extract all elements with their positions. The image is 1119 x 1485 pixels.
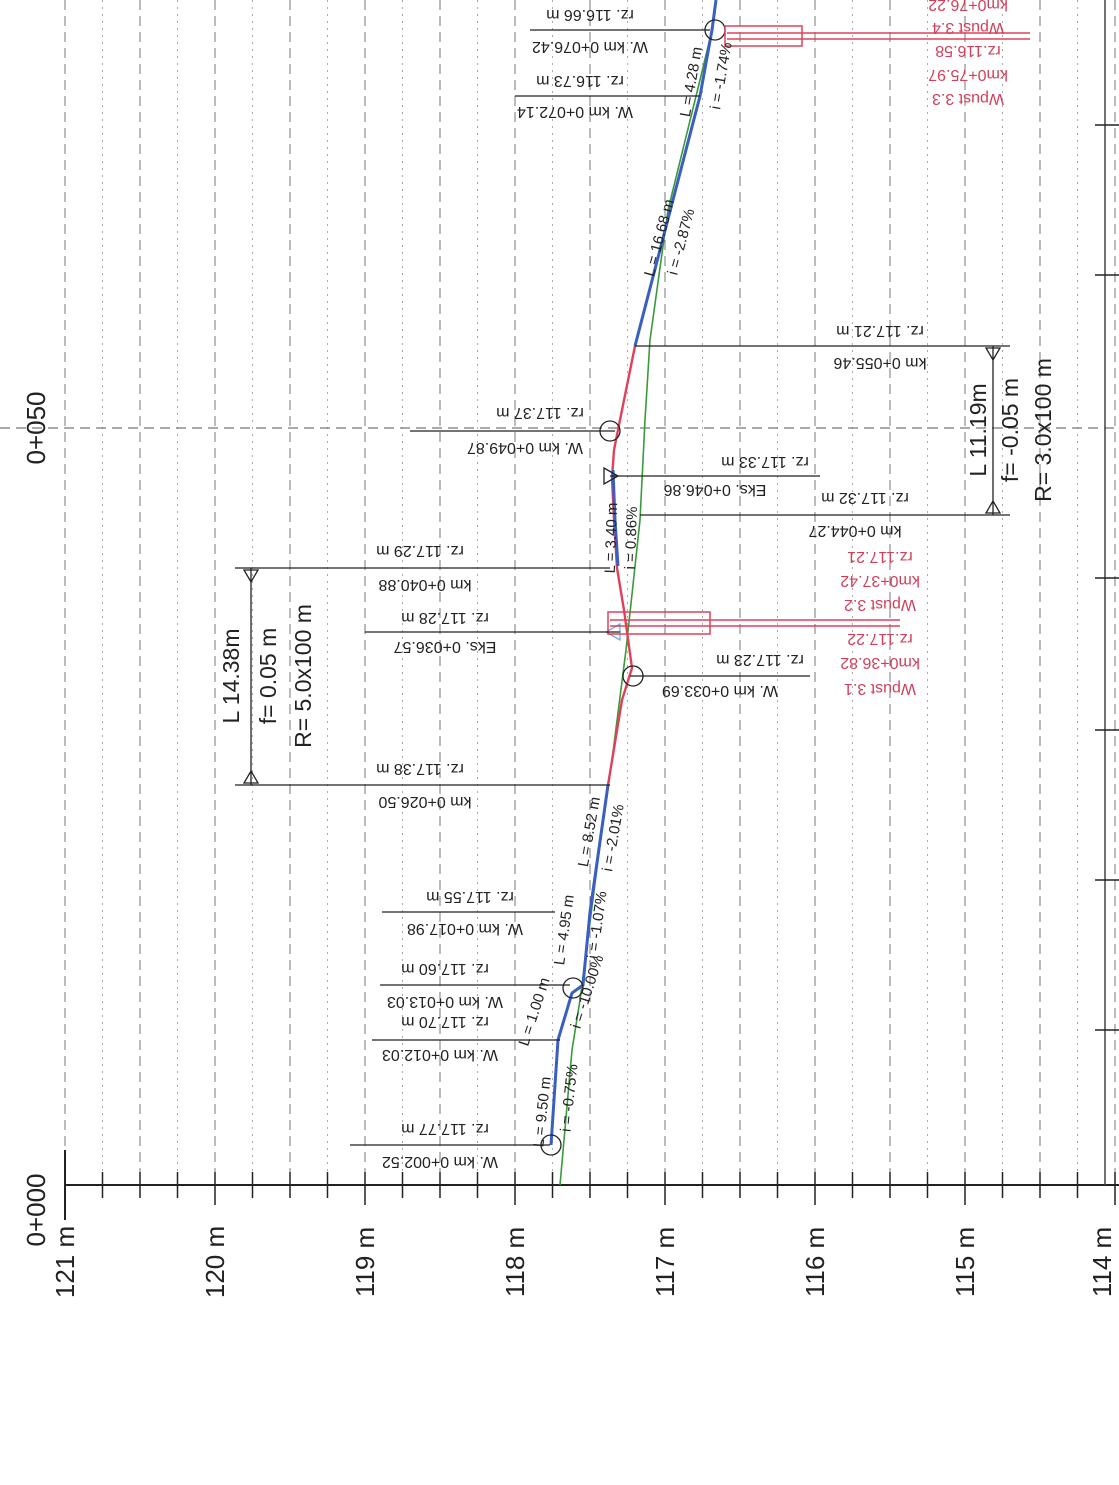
elevation-label: 114 m — [1087, 1227, 1117, 1297]
design-line — [549, 784, 610, 1146]
design-line — [633, 0, 718, 347]
chainage-label: 0+000 — [21, 1173, 51, 1246]
elevation-label: 119 m — [350, 1227, 380, 1297]
station-level: rz. 117.55 m — [426, 888, 514, 905]
inlet-name: Wpust 3.4 — [932, 19, 1004, 36]
station-chainage: W. km 0+033.69 — [662, 682, 778, 699]
station-level: rz. 117.23 m — [716, 651, 804, 668]
station-chainage: W. km 0+017.98 — [407, 920, 523, 937]
station-level: rz. 117.38 m — [376, 760, 464, 777]
elevation-label: 116 m — [800, 1227, 830, 1297]
elevation-label: 118 m — [500, 1227, 530, 1297]
design-line — [611, 469, 620, 567]
segment-length: L = 1.00 m — [515, 976, 553, 1049]
inlet-km: km0+36.82 — [840, 654, 920, 671]
segment-length: L = 4.95 m — [551, 894, 578, 966]
terrain-line — [559, 29, 713, 1186]
station-level: rz. 117.28 m — [401, 609, 489, 626]
station-level: rz. 117.60 m — [401, 960, 489, 977]
extremum-marker — [603, 466, 620, 486]
station-level: rz. 116.73 m — [536, 72, 624, 89]
segment-slope: i = -1.74% — [707, 41, 736, 111]
segment-slope: i = -1.07% — [584, 890, 610, 960]
inlet-km: km0+76.22 — [928, 0, 1008, 13]
elevation-label: 115 m — [950, 1227, 980, 1297]
station-level: rz. 117.77 m — [401, 1120, 489, 1137]
inlet-km: km0+37.42 — [840, 572, 920, 589]
station-level: rz. 116.66 m — [546, 6, 634, 23]
ticks — [64, 124, 1119, 1205]
curve-length: L 14.38m — [218, 628, 244, 723]
station-chainage: Eks. 0+036.57 — [394, 638, 497, 655]
inlet-name: Wpust 3.3 — [932, 90, 1004, 107]
elevation-label: 121 m — [50, 1226, 80, 1298]
station-chainage: km 0+044.27 — [808, 522, 901, 539]
curve-dimensions — [242, 346, 1002, 785]
station-chainage: W. km 0+002.52 — [382, 1153, 498, 1170]
grid — [64, 0, 1116, 1185]
elevation-label: 120 m — [200, 1226, 230, 1298]
station-level: rz. 117.37 m — [496, 404, 584, 421]
arrow — [242, 769, 260, 784]
inlet-name: Wpust 3.1 — [844, 680, 916, 697]
inlet-box — [724, 25, 803, 47]
station-chainage: W. km 0+072.14 — [517, 103, 633, 120]
inlet-name: Wpust 3.2 — [844, 596, 916, 613]
inlet-level: rz.116.58 — [935, 42, 1001, 59]
inlet-km: km0+75.97 — [928, 66, 1008, 83]
station-chainage: W. km 0+049.87 — [467, 439, 583, 456]
station-level: rz. 117.32 m — [821, 489, 909, 506]
station-chainage: Eks. 0+046.86 — [664, 481, 767, 498]
vertex — [562, 977, 584, 999]
segment-slope: i = -0.75% — [557, 1063, 581, 1132]
curve-length: L 11.19m — [965, 383, 991, 476]
inlet-box — [607, 611, 711, 635]
curve-f: f= 0.05 m — [255, 628, 281, 725]
segment-length: L = 8.52 m — [575, 796, 604, 869]
labels: 121 m 120 m 119 m 118 m 117 m 116 m 115 m 114 m… — [21, 0, 1117, 1298]
station-level: rz. 117.33 m — [721, 453, 809, 470]
arrow — [984, 347, 1002, 362]
station-chainage: W. km 0+013.03 — [387, 993, 503, 1010]
station-chainage: W. km 0+076.42 — [532, 38, 648, 55]
curve-f: f= -0.05 m — [997, 378, 1023, 482]
station-level: rz. 117.21 m — [836, 322, 924, 339]
curve-radius: R= 5.0x100 m — [290, 604, 316, 748]
elevation-label: 117 m — [650, 1227, 680, 1297]
inlet-symbols — [607, 25, 1030, 635]
chainage-label: 0+050 — [21, 391, 51, 464]
curve-radius: R= 3.0x100 m — [1030, 358, 1056, 502]
station-chainage: km 0+055.46 — [833, 354, 926, 371]
station-level: rz. 117.70 m — [401, 1013, 489, 1030]
segment-length: L = 3.40 m — [602, 502, 621, 573]
inlet-level: rz.117.22 — [847, 630, 913, 647]
arrow — [984, 499, 1002, 514]
station-chainage: km 0+040.88 — [378, 576, 471, 593]
segment-slope: i = 0.86% — [622, 506, 641, 570]
station-level: rz. 117.29 m — [376, 542, 464, 559]
inlet-level: rz.117.21 — [847, 548, 913, 565]
station-chainage: W. km 0+012.03 — [382, 1046, 498, 1063]
station-chainage: km 0+026.50 — [378, 793, 471, 810]
arrow — [242, 569, 260, 584]
